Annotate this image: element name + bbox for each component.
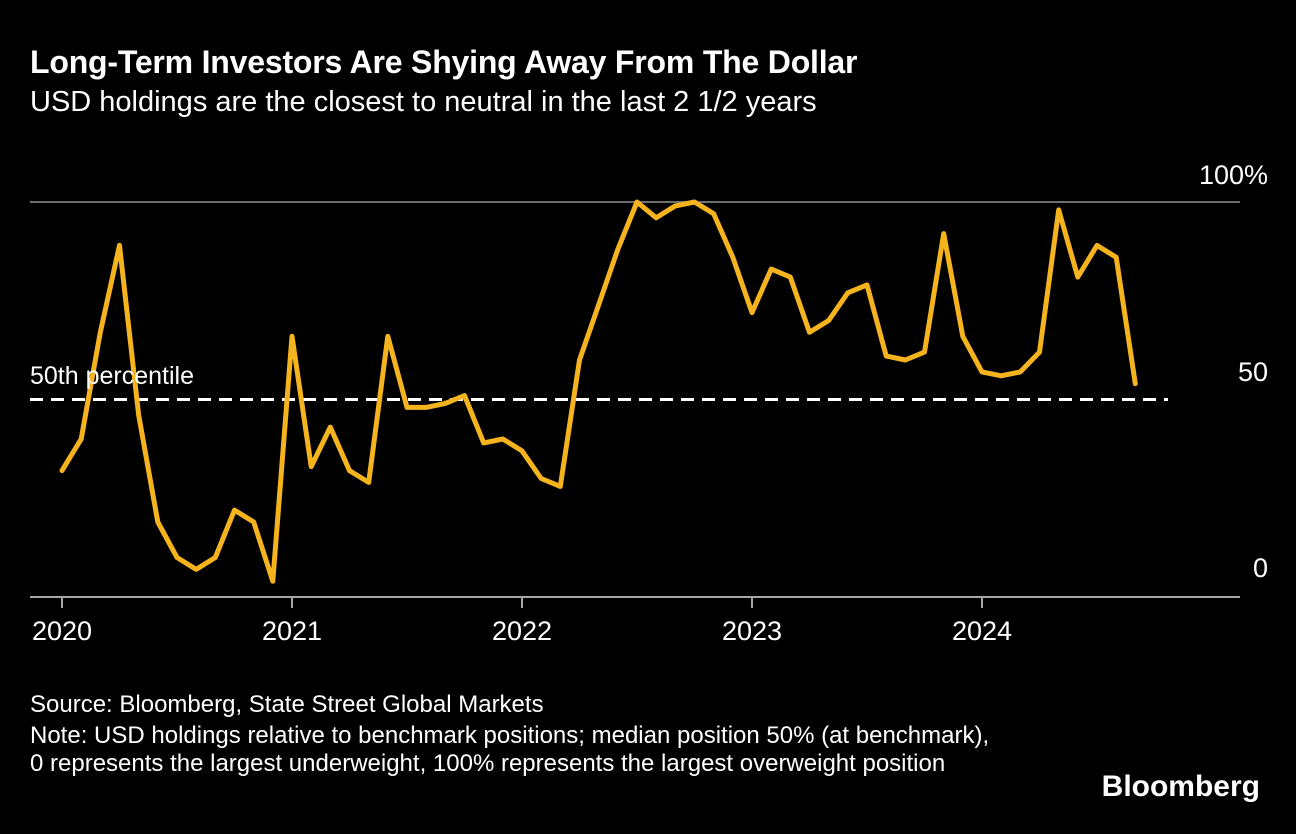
y-axis-label-0: 0 xyxy=(1252,553,1268,583)
chart-subtitle: USD holdings are the closest to neutral … xyxy=(30,86,817,118)
source-text: Source: Bloomberg, State Street Global M… xyxy=(30,691,544,718)
x-axis-label: 2021 xyxy=(261,616,323,646)
x-axis-label: 2022 xyxy=(491,616,553,646)
note-text: Note: USD holdings relative to benchmark… xyxy=(30,722,990,777)
chart-title: Long-Term Investors Are Shying Away From… xyxy=(30,44,858,80)
reference-line-label: 50th percentile xyxy=(30,362,195,390)
y-axis-label-100: 100% xyxy=(1198,160,1268,190)
y-axis-label-50: 50 xyxy=(1237,357,1268,387)
bloomberg-logo: Bloomberg xyxy=(1101,770,1260,803)
x-axis-label: 2024 xyxy=(951,616,1013,646)
x-axis-label: 2020 xyxy=(31,616,93,646)
x-axis-label: 2023 xyxy=(721,616,783,646)
usd-holdings-line xyxy=(59,199,1138,584)
x-axis-ticks xyxy=(61,597,983,608)
